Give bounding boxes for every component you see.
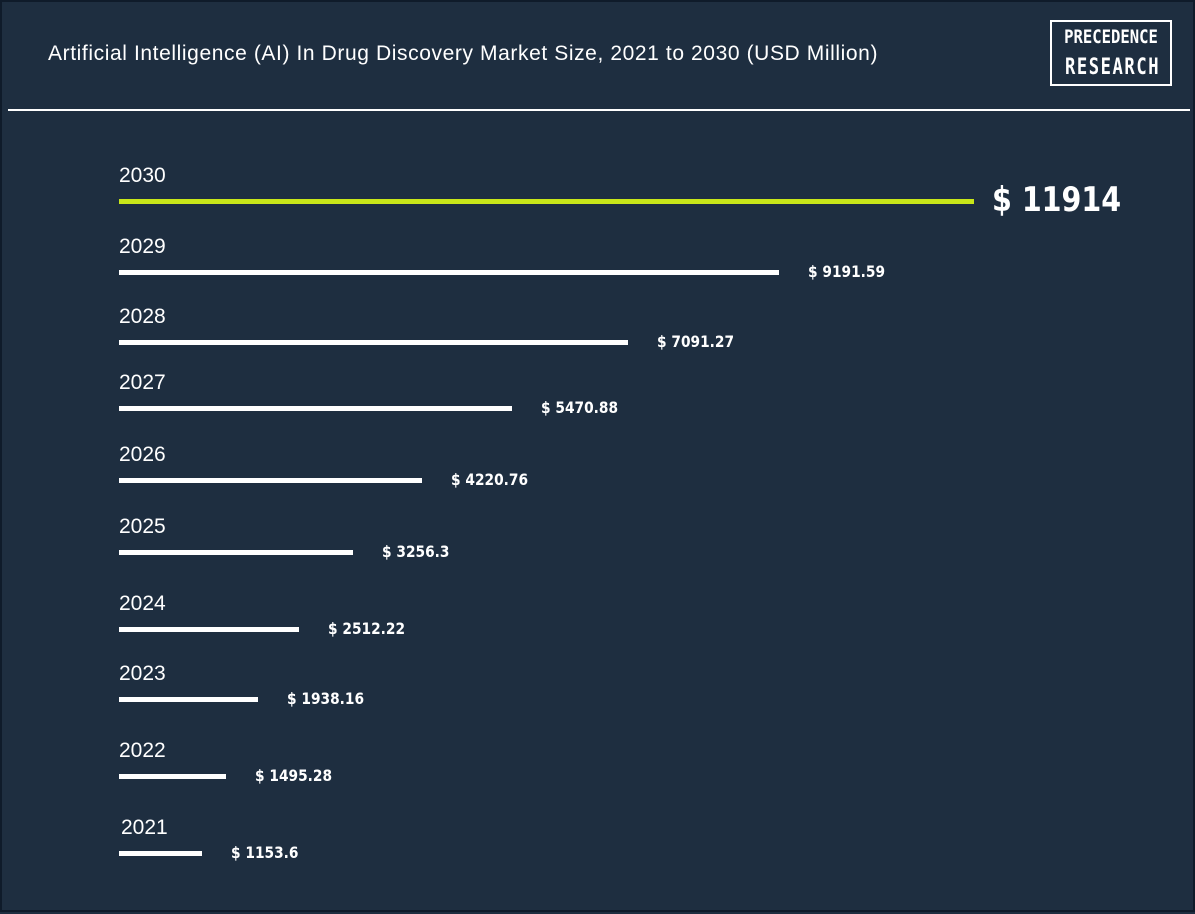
bar-2027: [119, 406, 512, 411]
bar-2026: [119, 478, 422, 483]
category-label-2024: 2024: [119, 592, 166, 615]
category-label-2029: 2029: [119, 235, 166, 258]
value-label-2023: $ 1938.16: [287, 689, 365, 708]
category-label-2022: 2022: [119, 739, 166, 762]
value-label-2022: $ 1495.28: [255, 766, 333, 785]
bar-2023: [119, 697, 258, 702]
category-label-2027: 2027: [119, 371, 166, 394]
value-label-2025: $ 3256.3: [382, 542, 450, 561]
bar-2029: [119, 270, 779, 275]
category-label-2025: 2025: [119, 515, 166, 538]
category-label-2030: 2030: [119, 164, 166, 187]
category-label-2023: 2023: [119, 662, 166, 685]
value-label-2029: $ 9191.59: [808, 262, 886, 281]
category-label-2028: 2028: [119, 305, 166, 328]
bar-2028: [119, 340, 628, 345]
bar-2030: [119, 199, 974, 204]
value-label-2024: $ 2512.22: [328, 619, 406, 638]
header-divider: [8, 109, 1190, 111]
logo-line-1: PRECEDENCE: [1064, 26, 1158, 48]
value-label-2030: $ 11914: [992, 180, 1122, 220]
category-label-2026: 2026: [119, 443, 166, 466]
precedence-research-logo: PRECEDENCE RESEARCH: [1050, 20, 1172, 86]
bar-2025: [119, 550, 353, 555]
chart-header: Artificial Intelligence (AI) In Drug Dis…: [2, 2, 1195, 110]
logo-line-2: RESEARCH: [1064, 55, 1161, 80]
bar-2021: [119, 851, 202, 856]
value-label-2027: $ 5470.88: [541, 398, 619, 417]
value-label-2021: $ 1153.6: [231, 843, 299, 862]
bar-2024: [119, 627, 299, 632]
value-label-2026: $ 4220.76: [451, 470, 529, 489]
value-label-2028: $ 7091.27: [657, 332, 735, 351]
chart-title: Artificial Intelligence (AI) In Drug Dis…: [48, 42, 879, 65]
bar-2022: [119, 774, 226, 779]
category-label-2021: 2021: [121, 816, 168, 839]
